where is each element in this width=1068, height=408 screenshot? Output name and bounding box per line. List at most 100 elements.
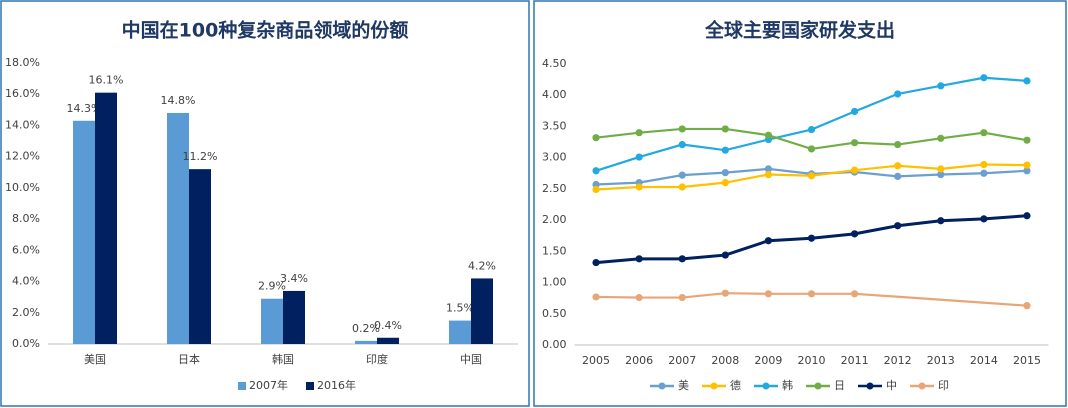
point [807,172,816,180]
point [1023,77,1031,85]
y-tick-label: 0.00 [542,338,567,351]
point [850,139,859,147]
bar [261,298,283,344]
point [721,146,729,154]
point [721,125,729,133]
point [592,180,600,189]
bar [449,320,471,344]
y-tick-label: 10.0% [5,181,40,194]
bar [95,92,117,345]
x-tick-label: 2013 [927,354,955,367]
bar [355,340,377,344]
point [937,217,945,225]
data-label: 0.2% [352,322,380,335]
point [635,153,643,161]
point [937,170,945,179]
point [850,230,859,238]
chart-title: 中国在100种复杂商品领域的份额 [122,19,409,42]
point [894,140,902,149]
legend-marker [814,382,822,390]
line [596,292,1028,307]
point [937,82,945,90]
point [980,160,988,169]
point [807,290,816,298]
point [721,289,729,297]
point [807,125,816,134]
point [592,134,600,142]
legend-label: 2016年 [317,378,356,392]
x-tick-label: 2012 [884,354,912,367]
point [850,290,859,298]
legend-marker [658,382,666,390]
x-tick-label: 日本 [178,352,200,366]
data-label: 14.3% [67,102,102,115]
point [1023,167,1031,175]
point [1023,136,1031,144]
point [635,255,643,263]
y-tick-label: 4.00 [542,88,567,101]
point [1023,161,1031,169]
point [764,165,773,173]
legend-swatch [306,382,314,390]
y-tick-label: 3.00 [542,151,567,164]
point [678,293,686,302]
y-tick-label: 14.0% [5,118,40,131]
point [721,179,729,187]
x-tick-label: 中国 [460,353,482,366]
point [807,234,816,242]
point [980,74,988,82]
point [635,183,643,191]
point [592,258,600,267]
legend-label: 中 [886,379,897,392]
point [894,222,902,230]
y-tick-label: 16.0% [5,87,40,100]
point [850,166,859,174]
y-tick-label: 3.50 [542,119,567,132]
legend-swatch [238,382,246,390]
y-tick-label: 1.50 [542,244,567,257]
point [721,251,729,259]
y-tick-label: 0.0% [12,337,40,350]
legend-label: 德 [730,378,741,392]
bar [471,278,493,344]
y-tick-label: 4.50 [542,57,567,70]
legend-label: 韩 [782,378,793,392]
data-label: 2.9% [258,280,286,293]
point [980,129,988,137]
y-tick-label: 2.0% [12,306,40,319]
point [592,293,600,301]
point [764,290,773,298]
data-label: 0.4% [374,319,402,332]
legend-marker [866,382,874,390]
point [592,167,600,175]
point [764,131,773,139]
bar [283,290,305,344]
point [1023,302,1031,310]
x-tick-label: 2007 [668,354,696,367]
point [721,169,729,177]
point [678,125,686,133]
data-label: 11.2% [183,150,218,163]
bar [377,337,399,344]
point [1023,212,1031,220]
x-tick-label: 韩国 [272,352,294,366]
x-tick-label: 2006 [625,354,653,367]
legend-label: 美 [678,379,689,392]
legend-label: 印 [938,379,949,392]
point [592,185,600,194]
legend-marker [710,382,718,390]
y-tick-label: 0.50 [542,307,567,320]
data-label: 3.4% [280,272,308,285]
y-tick-label: 2.00 [542,213,567,226]
point [937,165,945,173]
point [678,140,686,149]
bar [167,112,189,344]
y-tick-label: 18.0% [5,56,40,69]
data-label: 14.8% [161,94,196,107]
right-panel [533,0,1067,407]
point [980,215,988,223]
y-tick-label: 4.0% [12,275,40,288]
y-tick-label: 8.0% [12,212,40,225]
x-tick-label: 印度 [366,352,388,366]
